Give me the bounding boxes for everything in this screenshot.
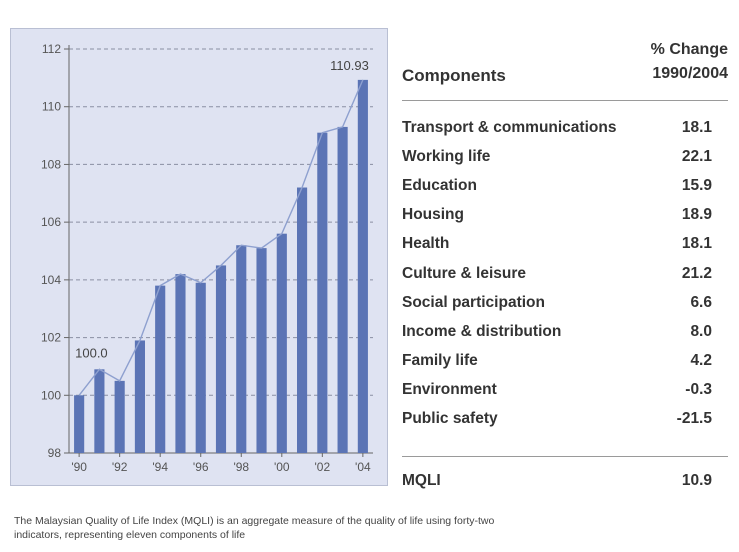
x-tick-label: '92 [112, 460, 128, 474]
component-label: Family life [402, 351, 478, 369]
bar [94, 369, 105, 453]
component-label: Social participation [402, 293, 545, 311]
component-label: Culture & leisure [402, 264, 527, 282]
bar [276, 233, 287, 453]
total-value: 10.9 [681, 472, 712, 489]
table-row: Family life 4.2 [402, 347, 712, 376]
bar [297, 187, 308, 453]
total-row: MQLI 10.9 [402, 470, 712, 496]
table-row: Social participation 6.6 [402, 289, 712, 318]
bar [236, 245, 247, 453]
table-row: Transport & communications 18.1 [402, 114, 712, 143]
table-row: Health 18.1 [402, 230, 712, 259]
data-label-last: 110.93 [330, 58, 369, 73]
data-label-first: 100.0 [75, 345, 108, 360]
component-value: 18.9 [681, 206, 712, 224]
bar [114, 380, 125, 453]
bar [74, 395, 85, 453]
component-label: Health [402, 235, 450, 253]
y-tick-label: 112 [42, 42, 61, 56]
table-row: Income & distribution 8.0 [402, 318, 712, 347]
header-divider [402, 100, 728, 101]
footnote: The Malaysian Quality of Life Index (MQL… [14, 514, 714, 542]
table-row: Housing 18.9 [402, 201, 712, 230]
bar [175, 274, 186, 453]
y-tick-label: 106 [41, 215, 61, 229]
y-tick-label: 110 [42, 100, 61, 114]
table-row: Environment -0.3 [402, 376, 712, 405]
component-label: Working life [402, 148, 491, 166]
component-label: Environment [402, 380, 497, 398]
y-tick-label: 102 [41, 331, 61, 345]
x-tick-label: '04 [355, 460, 371, 474]
component-value: 18.1 [681, 119, 712, 136]
y-tick-label: 98 [48, 446, 62, 460]
y-tick-label: 100 [41, 388, 61, 402]
component-label: Education [402, 177, 477, 195]
bar [357, 79, 368, 454]
total-divider [402, 456, 728, 457]
x-tick-label: '94 [152, 460, 168, 474]
table-row: Working life 22.1 [402, 143, 712, 172]
table-row: Education 15.9 [402, 172, 712, 201]
header-components: Components [402, 66, 506, 85]
total-label: MQLI [402, 472, 441, 489]
component-label: Transport & communications [402, 119, 617, 136]
mqli-bar-chart: 98 100 102 104 106 108 110 112 '90 '92 '94 '96 '98 '0… [41, 42, 373, 474]
component-value: 18.1 [681, 235, 712, 253]
component-value: -21.5 [676, 410, 712, 427]
component-label: Housing [402, 206, 464, 224]
footnote-line2: indicators, representing eleven componen… [14, 529, 246, 541]
bar [155, 285, 166, 453]
x-tick-label: '02 [315, 460, 331, 474]
component-value: 21.2 [681, 264, 712, 282]
table-row: Culture & leisure 21.2 [402, 260, 712, 289]
footnote-line1: The Malaysian Quality of Life Index (MQL… [14, 515, 495, 527]
x-tick-label: '96 [193, 460, 209, 474]
table-row: Public safety -21.5 [402, 405, 712, 434]
bar [134, 340, 145, 453]
x-tick-label: '98 [233, 460, 249, 474]
component-value: 6.6 [690, 293, 712, 311]
chart-panel: 98 100 102 104 106 108 110 112 '90 '92 '94 '96 '98 '0… [10, 28, 388, 486]
bar [195, 282, 206, 453]
header-change-line1: % Change [650, 41, 728, 58]
bar [337, 126, 348, 454]
component-value: 15.9 [681, 177, 712, 195]
x-tick-label: '90 [71, 460, 87, 474]
component-value: -0.3 [685, 380, 712, 398]
component-value: 8.0 [690, 322, 712, 340]
x-tick-label: '00 [274, 460, 290, 474]
header-change-line2: 1990/2004 [652, 65, 728, 82]
component-label: Income & distribution [402, 322, 562, 340]
header-percent-change: % Change 1990/2004 [651, 38, 728, 86]
bar [317, 132, 328, 453]
trend-line [78, 79, 364, 396]
component-value: 4.2 [690, 351, 712, 369]
y-tick-label: 104 [41, 273, 61, 287]
component-value: 22.1 [681, 148, 712, 166]
bar [256, 248, 267, 453]
component-label: Public safety [402, 410, 498, 427]
y-tick-label: 108 [41, 157, 61, 171]
bar [215, 265, 227, 453]
components-table: Components % Change 1990/2004 Transport … [396, 30, 730, 500]
